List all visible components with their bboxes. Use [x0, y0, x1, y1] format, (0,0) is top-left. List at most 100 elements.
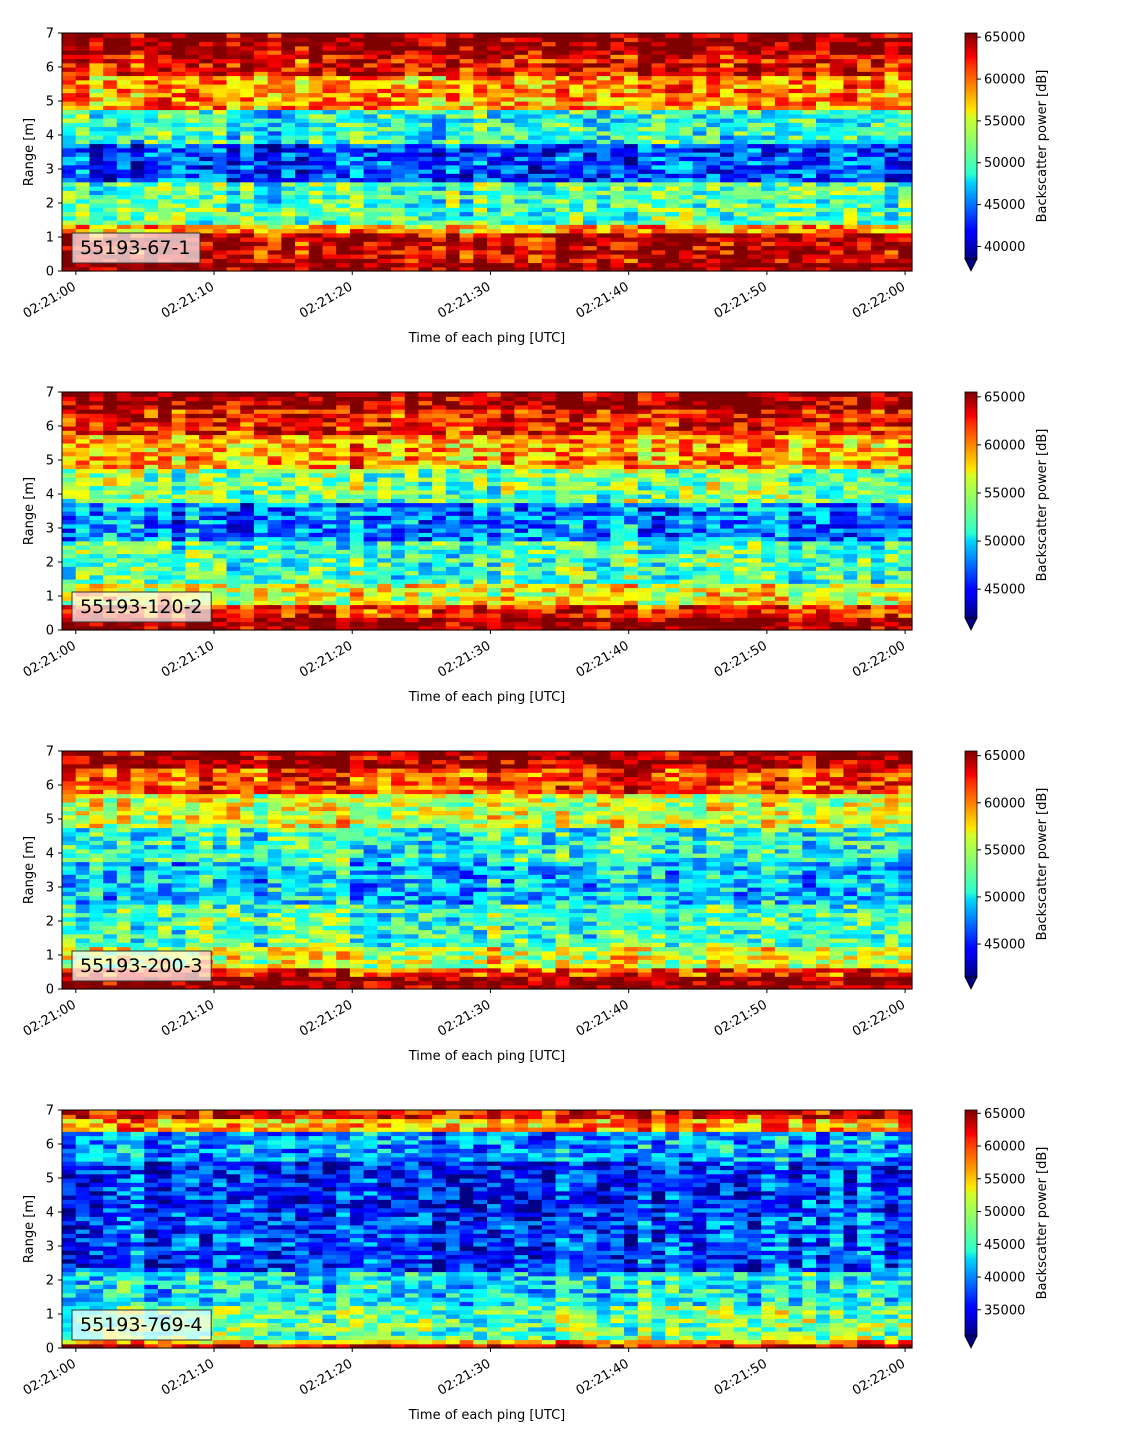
heatmap-cell	[555, 37, 570, 43]
heatmap-cell	[75, 262, 91, 268]
heatmap-cell	[747, 143, 762, 149]
heatmap-cell	[404, 553, 420, 559]
heatmap-cell	[295, 105, 310, 111]
heatmap-cell	[75, 105, 91, 111]
heatmap-cell	[240, 84, 255, 89]
heatmap-cell	[253, 515, 269, 521]
heatmap-cell	[788, 220, 803, 225]
heatmap-cell	[349, 118, 365, 123]
heatmap-cell	[720, 241, 735, 247]
heatmap-cell	[253, 532, 269, 538]
heatmap-cell	[391, 498, 406, 504]
heatmap-cell	[610, 143, 625, 149]
heatmap-cell	[884, 245, 899, 251]
heatmap-cell	[267, 434, 282, 440]
heatmap-cell	[610, 203, 625, 208]
heatmap-cell	[816, 109, 831, 115]
heatmap-cell	[363, 122, 378, 128]
heatmap-cell	[144, 545, 159, 550]
heatmap-cell	[870, 245, 886, 251]
heatmap-cell	[884, 92, 899, 98]
heatmap-cell	[788, 62, 803, 68]
heatmap-cell	[363, 485, 378, 491]
heatmap-cell	[459, 92, 474, 98]
heatmap-cell	[898, 266, 913, 272]
heatmap-cell	[391, 101, 406, 106]
heatmap-cell	[377, 574, 392, 580]
heatmap-cell	[349, 396, 365, 402]
heatmap-cell	[774, 156, 790, 162]
heatmap-cell	[144, 58, 159, 64]
heatmap-cell	[226, 258, 241, 264]
heatmap-cell	[582, 173, 598, 179]
heatmap-cell	[651, 181, 666, 187]
heatmap-cell	[487, 33, 502, 38]
heatmap-cell	[171, 84, 186, 89]
heatmap-cell	[569, 232, 584, 238]
heatmap-cell	[404, 464, 420, 470]
heatmap-cell	[363, 211, 378, 217]
heatmap-cell	[267, 557, 282, 563]
heatmap-cell	[404, 37, 420, 43]
heatmap-cell	[281, 604, 296, 610]
heatmap-cell	[473, 228, 488, 234]
heatmap-cell	[404, 489, 420, 495]
heatmap-cell	[62, 515, 77, 521]
heatmap-cell	[185, 413, 200, 419]
heatmap-cell	[322, 228, 337, 234]
heatmap-cell	[336, 511, 351, 516]
heatmap-cell	[212, 562, 228, 567]
heatmap-cell	[240, 481, 255, 487]
heatmap-cell	[253, 613, 269, 618]
heatmap-cell	[103, 173, 118, 179]
heatmap-cell	[747, 96, 762, 102]
heatmap-cell	[377, 625, 392, 631]
heatmap-cell	[130, 152, 145, 157]
heatmap-cell	[788, 224, 803, 230]
heatmap-cell	[404, 181, 420, 187]
heatmap-cell	[308, 88, 324, 94]
heatmap-cell	[226, 608, 241, 614]
heatmap-cell	[295, 75, 310, 81]
plot-frame	[61, 32, 913, 272]
heatmap-cell	[116, 621, 132, 627]
heatmap-cell	[624, 220, 639, 225]
heatmap-cell	[637, 254, 653, 259]
heatmap-cell	[116, 625, 132, 631]
heatmap-cell	[788, 262, 803, 268]
heatmap-cell	[89, 211, 104, 217]
heatmap-cell	[610, 118, 625, 123]
heatmap-cell	[363, 84, 378, 89]
heatmap-cell	[377, 481, 392, 487]
heatmap-cell	[610, 33, 625, 38]
heatmap-cell	[157, 58, 173, 64]
heatmap-cell	[336, 135, 351, 140]
heatmap-cell	[281, 211, 296, 217]
heatmap-cell	[75, 109, 91, 115]
heatmap-cell	[116, 485, 132, 491]
heatmap-cell	[445, 50, 461, 55]
heatmap-cell	[500, 245, 516, 251]
heatmap-cell	[404, 443, 420, 448]
heatmap-cell	[157, 570, 173, 576]
heatmap-cell	[637, 190, 653, 196]
heatmap-cell	[308, 536, 324, 542]
heatmap-cell	[541, 126, 557, 132]
heatmap-cell	[171, 143, 186, 149]
heatmap-cell	[857, 194, 872, 200]
heatmap-cell	[651, 220, 666, 225]
heatmap-cell	[829, 173, 845, 179]
heatmap-cell	[144, 41, 159, 47]
heatmap-cell	[130, 519, 145, 525]
heatmap-cell	[75, 447, 91, 453]
heatmap-cell	[199, 186, 214, 191]
heatmap-cell	[569, 164, 584, 170]
heatmap-cell	[336, 33, 351, 38]
heatmap-cell	[363, 536, 378, 542]
heatmap-cell	[651, 92, 666, 98]
heatmap-cell	[240, 583, 255, 589]
heatmap-cell	[404, 67, 420, 72]
heatmap-cell	[857, 58, 872, 64]
heatmap-cell	[747, 113, 762, 119]
heatmap-cell	[843, 177, 858, 183]
